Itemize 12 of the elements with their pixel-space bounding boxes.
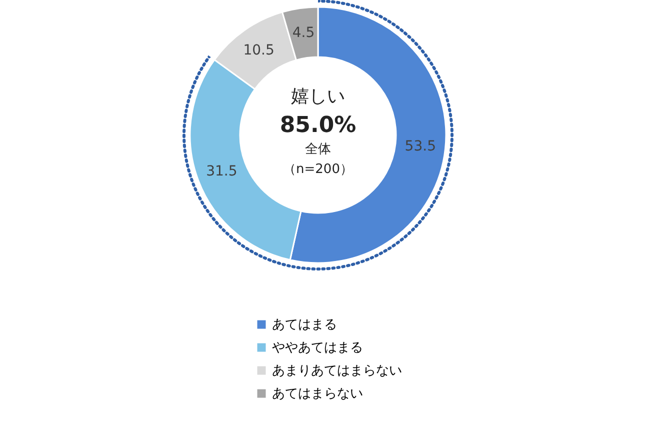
text: 85.0% (280, 113, 356, 138)
legend-label: あてはまる (272, 318, 337, 332)
legend-label: あてはまらない (272, 386, 363, 402)
legend-label: あまりあてはまらない (272, 364, 402, 378)
text: 全体 (305, 142, 331, 157)
legend-label: ややあてはまる (272, 340, 363, 356)
text: 嬉しい (291, 86, 345, 107)
data-label: 31.5 (206, 163, 238, 180)
text: （n=200） (283, 162, 353, 177)
data-label: 53.5 (404, 138, 436, 154)
data-label: 4.5 (292, 25, 315, 42)
data-label: 10.5 (243, 42, 274, 59)
